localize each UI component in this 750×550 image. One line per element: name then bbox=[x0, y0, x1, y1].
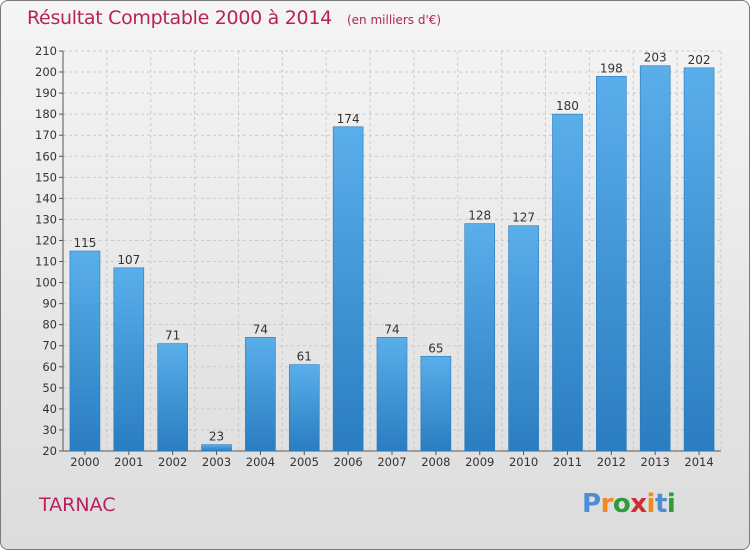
x-tick-label: 2002 bbox=[158, 455, 187, 469]
bar bbox=[245, 337, 276, 452]
x-tick-label: 2005 bbox=[290, 455, 319, 469]
y-tick-label: 110 bbox=[35, 255, 57, 269]
town-name: TARNAC bbox=[39, 494, 116, 516]
y-tick-label: 40 bbox=[42, 402, 57, 416]
y-tick-label: 20 bbox=[42, 444, 57, 458]
chart-title-row: Résultat Comptable 2000 à 2014 (en milli… bbox=[27, 7, 441, 29]
y-tick-label: 30 bbox=[42, 423, 57, 437]
data-labels: 115 107 71 23 74 61 174 74 65 128 127 180 198 203 202 bbox=[73, 51, 710, 444]
bar bbox=[420, 355, 452, 452]
x-tick-label: 2013 bbox=[641, 455, 670, 469]
x-tick-label: 2010 bbox=[509, 455, 538, 469]
logo-letter: P bbox=[582, 489, 601, 519]
y-tick-label: 90 bbox=[42, 297, 57, 311]
y-tick-label: 200 bbox=[35, 65, 57, 79]
x-tick-label: 2000 bbox=[70, 455, 99, 469]
x-tick-label: 2007 bbox=[377, 455, 406, 469]
y-tick-label: 180 bbox=[35, 107, 57, 121]
x-tick-label: 2008 bbox=[421, 455, 450, 469]
y-tick-label: 190 bbox=[35, 86, 57, 100]
bar bbox=[157, 343, 188, 452]
bar bbox=[596, 75, 627, 452]
y-tick-label: 170 bbox=[35, 128, 57, 142]
bars bbox=[69, 65, 715, 452]
y-tick-label: 140 bbox=[35, 191, 57, 205]
y-tick-label: 130 bbox=[35, 212, 57, 226]
data-label: 65 bbox=[428, 341, 443, 355]
proxiti-logo: Proxiti bbox=[582, 489, 676, 519]
data-label: 202 bbox=[688, 53, 711, 67]
bar bbox=[464, 223, 496, 452]
logo-letter: o bbox=[612, 489, 631, 519]
data-label: 107 bbox=[117, 253, 140, 267]
bar bbox=[508, 225, 539, 452]
data-label: 74 bbox=[384, 322, 399, 336]
data-label: 23 bbox=[209, 430, 224, 444]
data-label: 203 bbox=[644, 51, 667, 65]
logo-letter: x bbox=[630, 489, 647, 519]
data-label: 180 bbox=[556, 99, 579, 113]
y-tick-label: 210 bbox=[35, 44, 57, 58]
logo-letter: i bbox=[646, 489, 656, 519]
data-label: 115 bbox=[73, 236, 96, 250]
x-tick-label: 2001 bbox=[114, 455, 143, 469]
bar bbox=[332, 126, 364, 452]
y-tick-labels: 20 30 40 50 60 70 80 90 100 110 120 130 140 150 160 170… bbox=[35, 44, 57, 458]
data-label: 74 bbox=[253, 322, 268, 336]
bar bbox=[288, 364, 320, 452]
y-tick-label: 70 bbox=[42, 339, 57, 353]
logo-letter: r bbox=[600, 489, 614, 519]
y-tick-label: 80 bbox=[42, 318, 57, 332]
bar bbox=[639, 65, 671, 452]
logo-letter: t bbox=[654, 489, 667, 519]
x-tick-labels: 2000 2001 2002 2003 2004 2005 2006 2007 2008 2009… bbox=[70, 455, 713, 469]
y-tick-label: 120 bbox=[35, 233, 57, 247]
data-label: 174 bbox=[337, 112, 360, 126]
data-label: 128 bbox=[468, 209, 491, 223]
y-tick-label: 50 bbox=[42, 381, 57, 395]
data-label: 127 bbox=[512, 211, 535, 225]
chart-title: Résultat Comptable 2000 à 2014 bbox=[27, 7, 332, 29]
x-tick-label: 2014 bbox=[684, 455, 713, 469]
bar bbox=[552, 113, 583, 452]
bar bbox=[69, 250, 101, 452]
data-label: 198 bbox=[600, 61, 623, 75]
x-tick-label: 2004 bbox=[246, 455, 275, 469]
data-label: 71 bbox=[165, 329, 180, 343]
bar bbox=[683, 67, 715, 452]
y-tick-label: 100 bbox=[35, 276, 57, 290]
bar bbox=[376, 337, 408, 452]
x-tick-label: 2006 bbox=[333, 455, 362, 469]
x-tick-label: 2011 bbox=[553, 455, 582, 469]
y-tick-label: 160 bbox=[35, 149, 57, 163]
x-tick-label: 2003 bbox=[202, 455, 231, 469]
x-tick-label: 2009 bbox=[465, 455, 494, 469]
bar bbox=[201, 444, 232, 452]
y-tick-label: 60 bbox=[42, 360, 57, 374]
chart-subtitle: (en milliers d'€) bbox=[346, 13, 442, 27]
y-tick-label: 150 bbox=[35, 170, 57, 184]
bar bbox=[113, 267, 145, 452]
x-tick-label: 2012 bbox=[597, 455, 626, 469]
logo-letter: i bbox=[666, 489, 676, 519]
data-label: 61 bbox=[297, 350, 312, 364]
